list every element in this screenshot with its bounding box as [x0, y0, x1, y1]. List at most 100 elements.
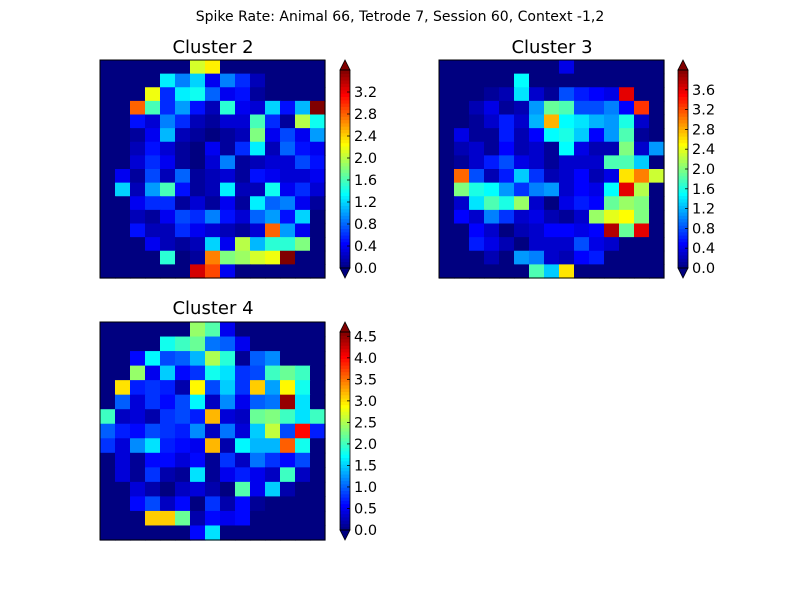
heatmap-cell — [175, 128, 191, 143]
heatmap-cell — [130, 525, 146, 541]
heatmap-cell — [100, 182, 116, 197]
heatmap-cell — [310, 141, 326, 156]
heatmap-cell — [145, 525, 161, 541]
colorbar-segment — [340, 142, 350, 147]
heatmap-frame-cluster-2 — [99, 59, 326, 279]
heatmap-cell — [265, 510, 281, 527]
heatmap-cell — [175, 481, 191, 497]
heatmap-cell — [574, 223, 590, 238]
heatmap-cell — [145, 209, 161, 225]
colorbar-segment — [678, 238, 688, 243]
heatmap-cell — [559, 87, 575, 102]
heatmap-cell — [634, 182, 650, 197]
colorbar-segment — [340, 470, 350, 475]
heatmap-cell — [250, 409, 266, 425]
heatmap-cell — [499, 264, 515, 279]
heatmap-cell — [649, 114, 665, 129]
colorbar-segment — [678, 182, 688, 187]
colorbar-tick-label: 0.0 — [692, 261, 715, 277]
heatmap-cell — [265, 155, 281, 170]
heatmap-cell — [205, 336, 221, 352]
heatmap-cell — [499, 196, 515, 211]
heatmap-cell — [544, 73, 560, 88]
colorbar-segment — [340, 335, 350, 340]
heatmap-cell — [604, 250, 620, 265]
heatmap-cell — [235, 438, 251, 454]
heatmap-cell — [280, 169, 296, 184]
heatmap-cell — [634, 128, 650, 143]
heatmap-cluster-2 — [100, 60, 326, 279]
heatmap-cell — [115, 351, 131, 367]
heatmap-cell — [160, 409, 176, 425]
heatmap-cell — [250, 209, 266, 225]
colorbar-segment — [340, 178, 350, 183]
heatmap-cell — [205, 114, 221, 129]
heatmap-cell — [190, 182, 206, 197]
heatmap-cell — [265, 322, 281, 338]
heatmap-cell — [529, 182, 545, 197]
heatmap-cell — [295, 452, 311, 468]
heatmap-cell — [190, 525, 206, 541]
heatmap-cell — [265, 237, 281, 252]
colorbar-segment — [340, 79, 350, 84]
heatmap-cell — [100, 73, 116, 88]
heatmap-cell — [115, 100, 131, 116]
heatmap-cell — [115, 114, 131, 129]
heatmap-cell — [235, 380, 251, 396]
heatmap-cell — [130, 73, 146, 88]
colorbar-segment — [340, 355, 350, 359]
heatmap-cell — [235, 114, 251, 129]
heatmap-cell — [190, 409, 206, 425]
heatmap-cell — [220, 467, 236, 483]
colorbar-segment — [340, 264, 350, 269]
colorbar-segment — [678, 109, 688, 114]
heatmap-cell — [310, 336, 326, 352]
heatmap-cell — [604, 60, 620, 75]
colorbar-tick-label: 1.2 — [354, 195, 377, 211]
heatmap-cell — [250, 237, 266, 252]
heatmap-cell — [190, 394, 206, 410]
heatmap-cell — [589, 169, 605, 184]
colorbar-segment — [340, 215, 350, 220]
heatmap-cell — [544, 100, 560, 116]
heatmap-cell — [604, 237, 620, 252]
colorbar-segment — [340, 341, 350, 346]
heatmap-cell — [235, 264, 251, 279]
heatmap-cell — [205, 525, 221, 541]
heatmap-cell — [499, 73, 515, 88]
heatmap-cell — [130, 60, 146, 75]
heatmap-cell — [175, 409, 191, 425]
heatmap-cell — [310, 409, 326, 425]
heatmap-cell — [175, 322, 191, 338]
heatmap-cell — [529, 196, 545, 211]
heatmap-cell — [529, 264, 545, 279]
heatmap-cell — [160, 182, 176, 197]
colorbar-segment — [340, 172, 350, 177]
colorbar-segment — [678, 142, 688, 147]
heatmap-cell — [280, 452, 296, 468]
heatmap-cell — [190, 351, 206, 367]
heatmap-cell — [235, 409, 251, 425]
heatmap-cell — [205, 438, 221, 454]
heatmap-cell — [469, 237, 485, 252]
heatmap-cell — [469, 264, 485, 279]
heatmap-cell — [130, 223, 146, 238]
heatmap-cell — [544, 169, 560, 184]
colorbar-segment — [678, 248, 688, 253]
heatmap-cell — [145, 169, 161, 184]
heatmap-cell — [559, 141, 575, 156]
heatmap-cell — [130, 209, 146, 225]
heatmap-cell — [100, 525, 116, 541]
heatmap-cell — [439, 73, 455, 88]
heatmap-cell — [190, 452, 206, 468]
heatmap-cell — [250, 496, 266, 512]
heatmap-cell — [439, 237, 455, 252]
colorbar-segment — [340, 248, 350, 253]
heatmap-cell — [544, 250, 560, 265]
heatmap-cell — [529, 209, 545, 225]
heatmap-cell — [574, 141, 590, 156]
colorbar-segment — [678, 264, 688, 269]
heatmap-cell — [100, 423, 116, 439]
heatmap-cell — [130, 264, 146, 279]
colorbar-segment — [340, 70, 350, 74]
